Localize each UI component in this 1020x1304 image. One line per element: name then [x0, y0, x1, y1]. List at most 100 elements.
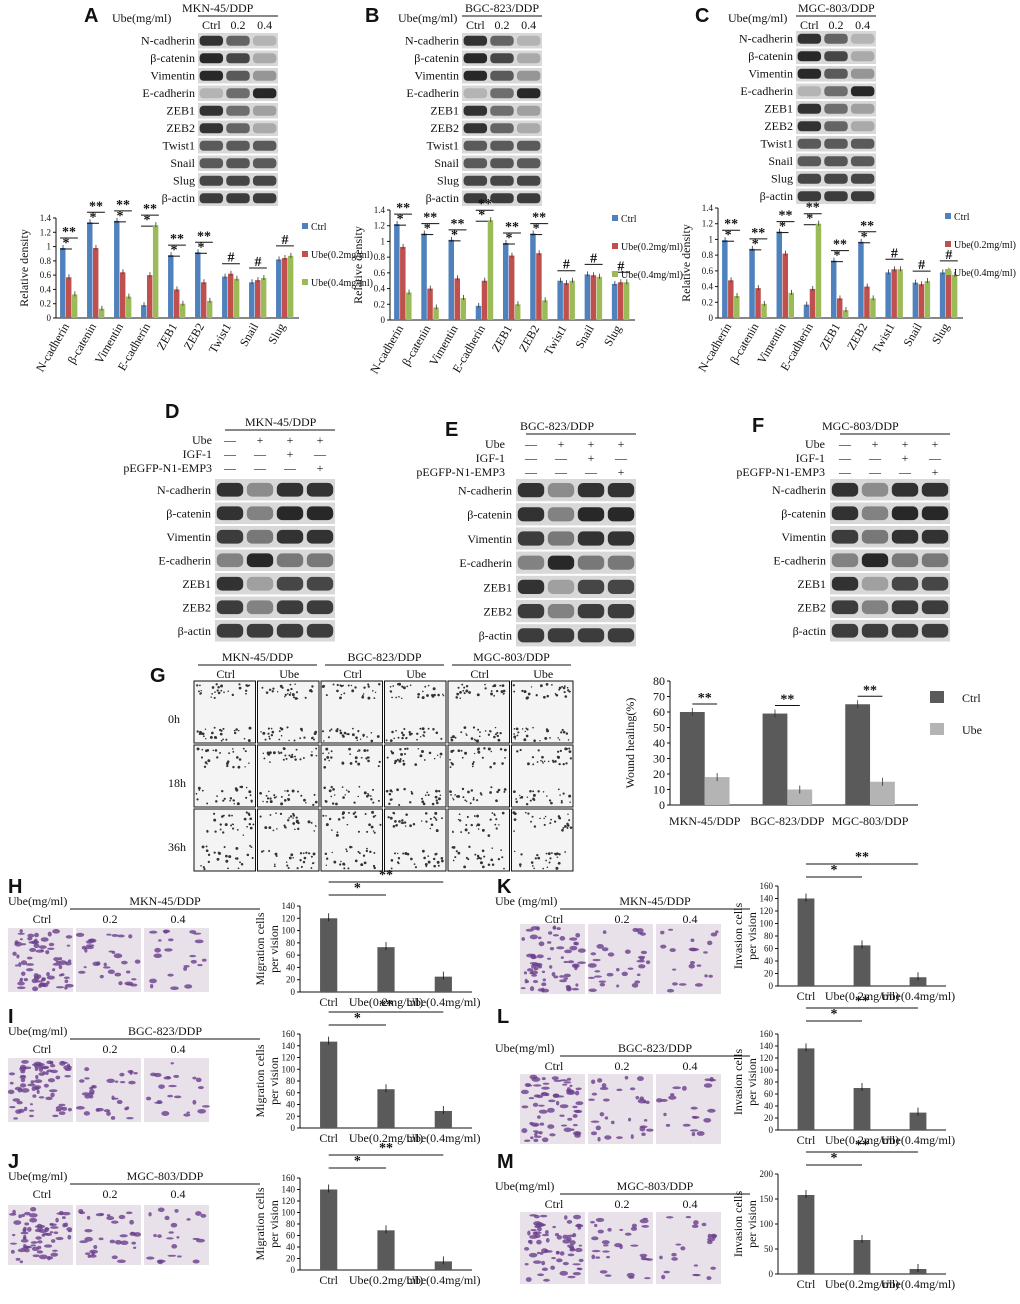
stained-cell: [559, 1104, 569, 1109]
cell-dot: [299, 737, 302, 740]
stained-cell: [103, 962, 107, 967]
cell-dot: [252, 823, 255, 826]
stained-cell: [539, 1251, 544, 1255]
stained-cell: [693, 1220, 699, 1225]
cell-dot: [358, 749, 361, 752]
stained-cell: [109, 1239, 116, 1244]
cell-dot: [360, 863, 364, 867]
cell-dot: [419, 754, 423, 758]
cell-dot: [513, 830, 515, 832]
stained-cell: [572, 1123, 578, 1127]
x-category-label-A: Twist1: [206, 321, 234, 356]
treatment-sign-D: —: [223, 433, 237, 447]
stained-cell: [55, 986, 65, 989]
stained-cell: [83, 1111, 91, 1116]
cell-dot: [372, 801, 375, 804]
y-tick-label-C: 0.6: [702, 266, 714, 276]
cell-dot: [530, 861, 534, 864]
stained-cell: [521, 937, 526, 941]
stained-cell: [703, 1083, 713, 1088]
cell-dot: [402, 733, 405, 737]
gene-label-B: β-catenin: [414, 51, 459, 65]
blot-E-band: [517, 579, 545, 595]
cell-dot: [326, 755, 330, 759]
bar-B: [536, 253, 542, 320]
blot-C-band: [850, 191, 875, 202]
bar-J: [320, 1189, 338, 1270]
cell-dot: [365, 849, 369, 853]
cell-dot: [421, 800, 425, 804]
cell-dot: [295, 820, 299, 824]
stained-cell: [569, 1247, 575, 1251]
dose-label-C: Ctrl: [800, 18, 819, 32]
cell-dot: [266, 800, 269, 803]
bar-C: [809, 288, 816, 318]
cell-dot: [468, 691, 471, 694]
stained-cell: [153, 953, 162, 959]
cell-dot: [465, 856, 468, 859]
treatment-sign-F: —: [868, 451, 882, 465]
cell-dot: [435, 731, 439, 735]
cell-dot: [487, 733, 491, 736]
bar-G: [704, 777, 730, 805]
cell-dot: [499, 684, 502, 687]
cell-dot: [205, 845, 208, 848]
cell-dot: [558, 738, 561, 741]
cell-dot: [274, 852, 278, 856]
y-tick-label-A: 0.8: [40, 256, 52, 266]
cell-dot: [328, 759, 330, 762]
stained-cell: [552, 1225, 556, 1229]
cell-dot: [354, 811, 357, 814]
cell-dot: [561, 828, 564, 832]
stained-cell: [696, 964, 702, 967]
cell-dot: [240, 862, 244, 866]
stained-cell: [556, 1095, 565, 1098]
cell-dot: [199, 730, 202, 734]
stained-cell: [525, 928, 534, 932]
cell-dot: [472, 798, 475, 801]
blot-C-band: [824, 191, 848, 202]
sig-mark-A: #: [227, 251, 234, 266]
stained-cell: [12, 1233, 16, 1237]
cell-dot: [536, 853, 539, 857]
stained-cell: [696, 1131, 705, 1136]
cell-dot: [244, 689, 248, 692]
stained-cell: [75, 1106, 85, 1110]
cell-dot: [307, 820, 311, 824]
cell-dot: [436, 754, 439, 757]
stained-cell: [567, 960, 575, 964]
cell-dot: [532, 726, 534, 729]
cell-dot: [476, 814, 480, 818]
panel-label-K: K: [497, 876, 512, 898]
cell-dot: [530, 820, 533, 823]
stained-cell: [118, 1214, 126, 1220]
blot-C-band: [797, 33, 822, 44]
bar-B: [590, 275, 597, 320]
cell-dot: [357, 830, 361, 833]
cell-dot: [557, 862, 560, 865]
gene-label-A: Slug: [173, 174, 195, 188]
sig-mark-C: #: [891, 246, 898, 261]
cell-dot: [479, 792, 482, 795]
dose-label-M: 0.2: [615, 1197, 630, 1211]
stained-cell: [85, 945, 94, 950]
stained-cell: [668, 928, 674, 931]
stained-cell: [635, 1096, 640, 1100]
cell-dot: [452, 845, 456, 849]
cell-dot: [343, 863, 346, 866]
gene-label-D: β-actin: [178, 624, 211, 638]
cell-dot: [513, 727, 516, 730]
blot-B-band: [516, 193, 541, 204]
stained-cell: [634, 980, 641, 984]
cell-dot: [473, 752, 476, 755]
gene-label-A: β-catenin: [150, 51, 195, 65]
blot-D: [215, 526, 335, 548]
panel-label-L: L: [497, 1006, 509, 1028]
cell-dot: [261, 850, 264, 853]
sig-mark-B: **: [505, 220, 519, 235]
stained-cell: [89, 1254, 97, 1258]
cell-dot: [419, 727, 422, 730]
bar-A: [92, 248, 99, 318]
stained-cell: [33, 943, 40, 949]
stained-cell: [106, 1216, 115, 1221]
